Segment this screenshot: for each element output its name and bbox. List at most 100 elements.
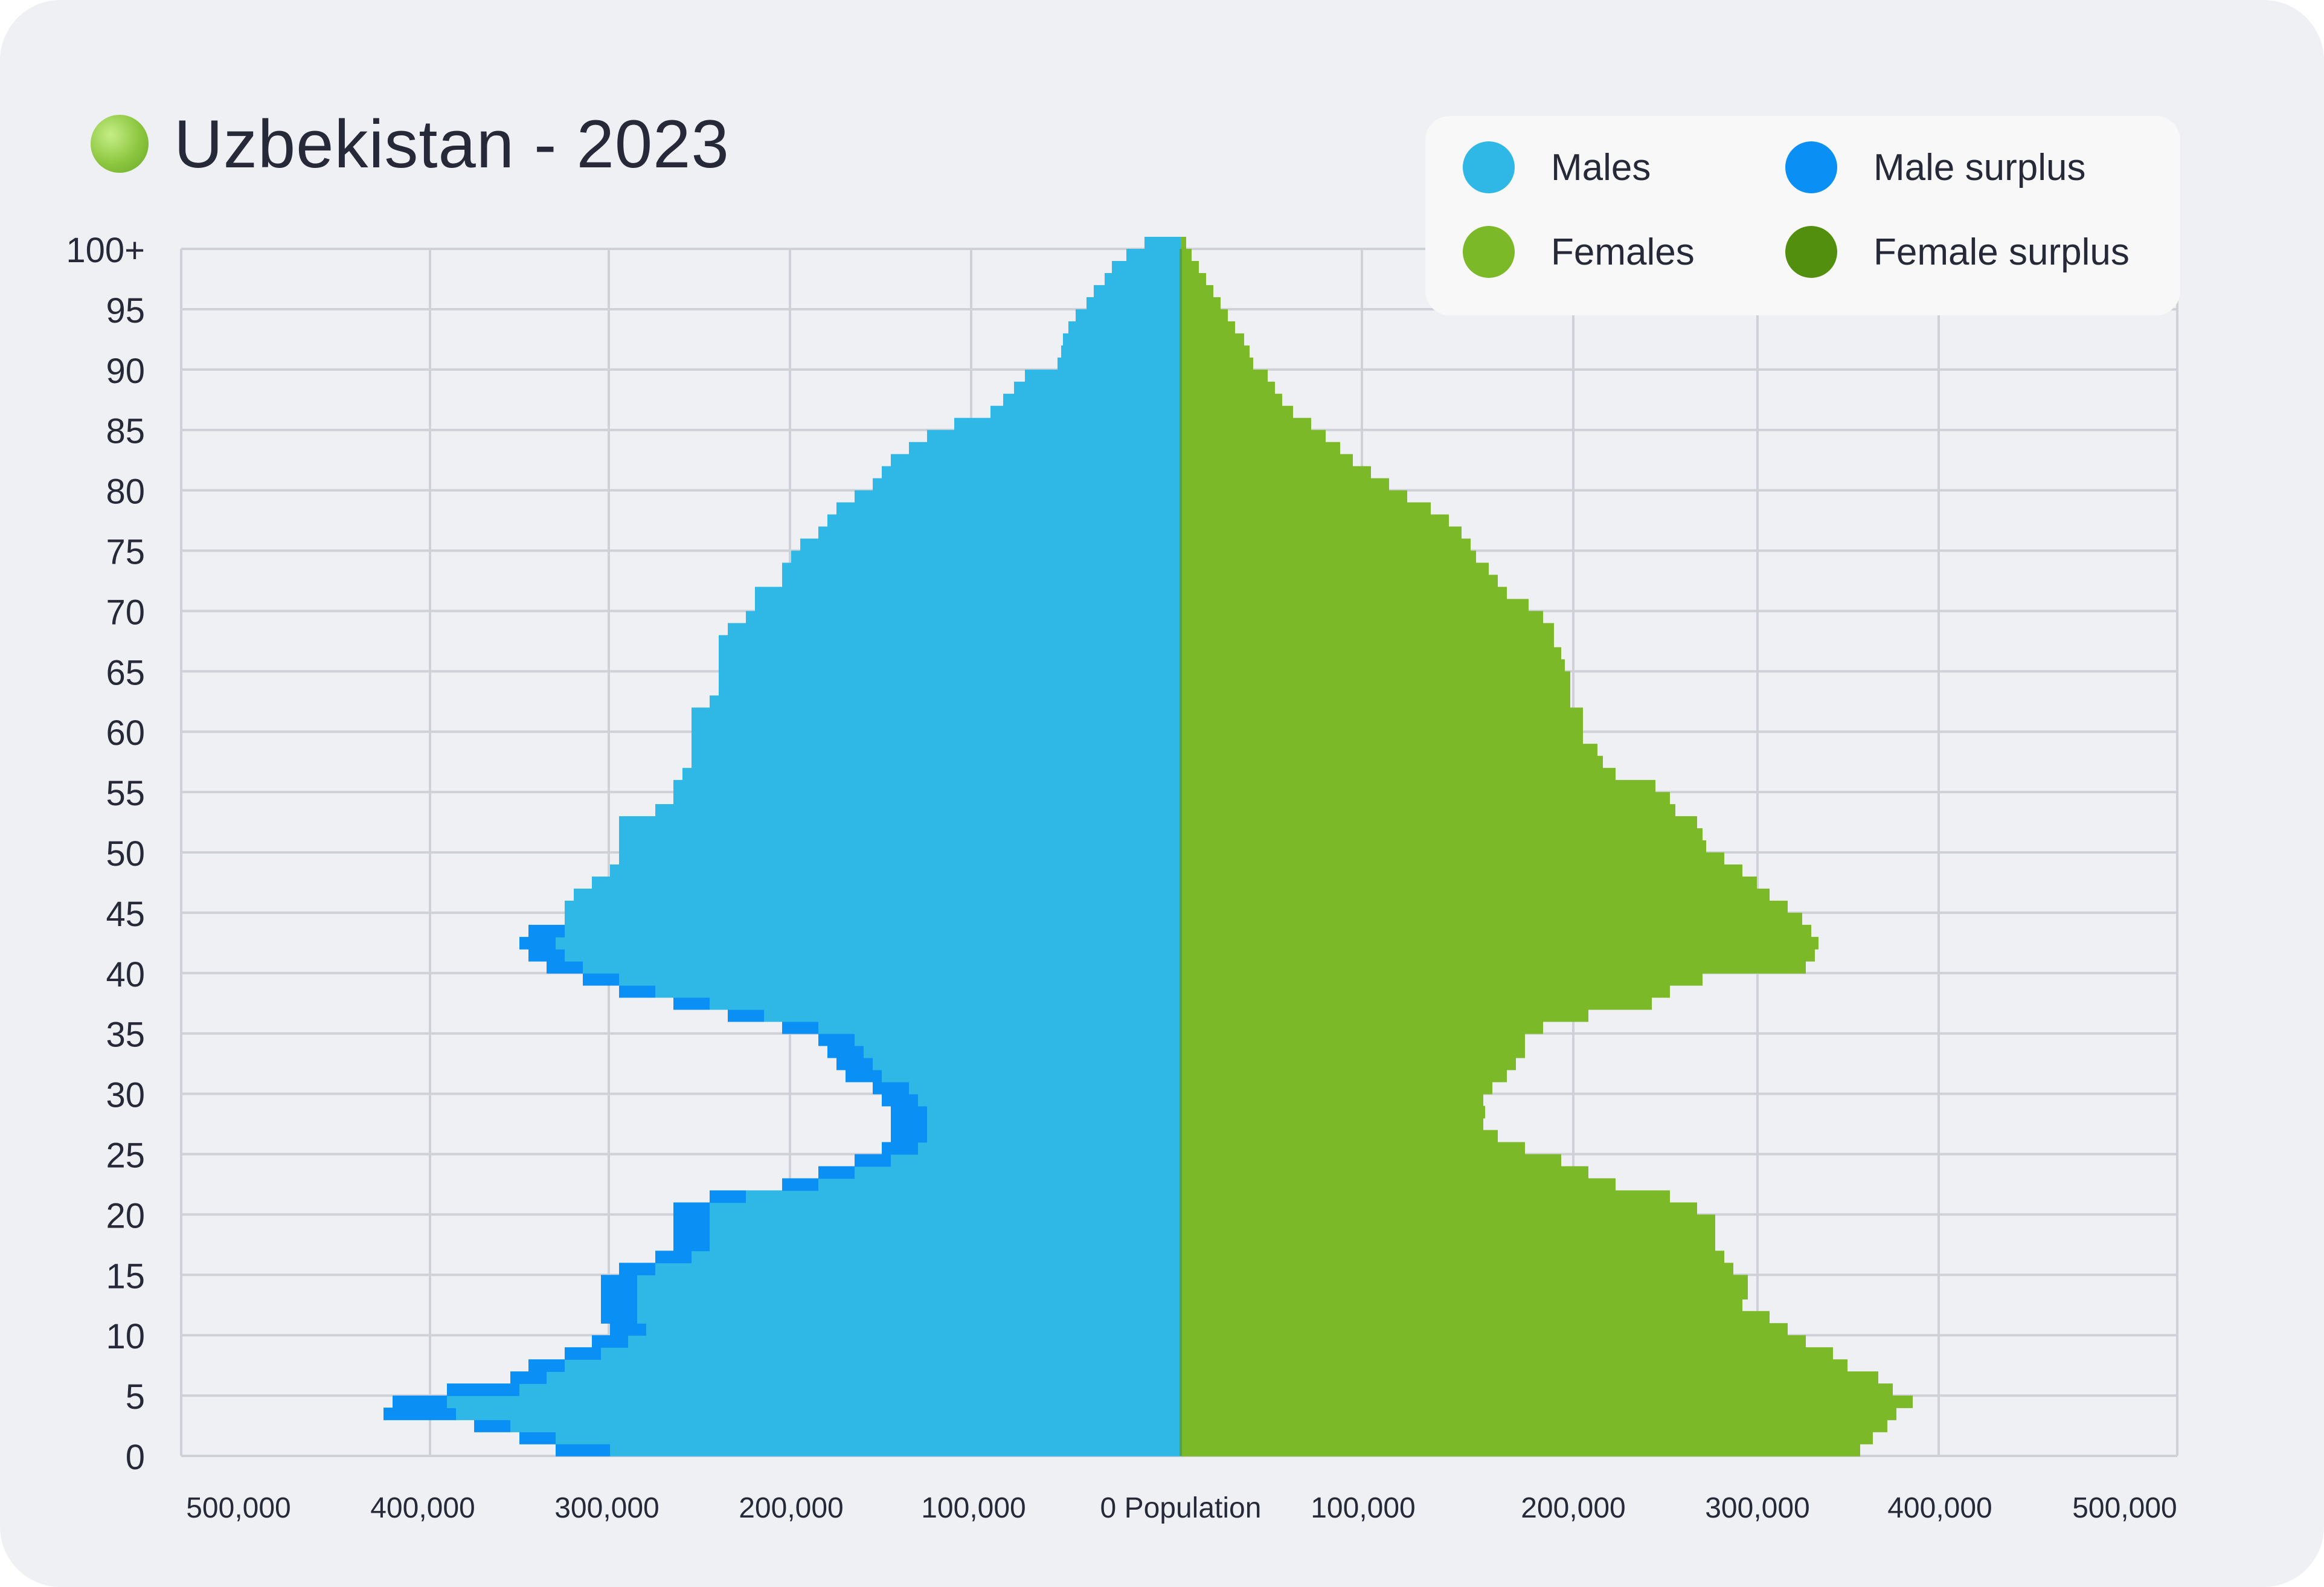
bar-females xyxy=(1181,249,1192,262)
bar-male-surplus xyxy=(601,1275,637,1288)
y-tick-label: 20 xyxy=(106,1196,145,1235)
x-tick-label: 500,000 xyxy=(186,1492,291,1524)
tick-labels: 0 5 10 15 20 25 30 35 40 45 50 55 60 65 70 75 80 85 90 95 10… xyxy=(66,231,2177,1524)
bar-females xyxy=(1181,297,1221,310)
legend-swatch-male-surplus xyxy=(1785,141,1837,193)
bar-males xyxy=(619,816,1181,829)
bar-females xyxy=(1181,780,1655,793)
bar-male-surplus xyxy=(891,1106,927,1119)
bar-males xyxy=(592,876,1181,889)
bar-male-surplus xyxy=(673,1202,710,1215)
bar-males xyxy=(556,1432,1181,1444)
x-tick-label: 400,000 xyxy=(1887,1492,1992,1524)
bar-females xyxy=(1181,635,1554,648)
bar-males xyxy=(637,1275,1181,1288)
bar-male-surplus xyxy=(655,1251,692,1264)
bar-males xyxy=(710,997,1181,1010)
bar-females xyxy=(1181,1021,1543,1034)
bar-females xyxy=(1181,502,1431,515)
bar-females xyxy=(1181,1106,1485,1119)
bar-males xyxy=(791,550,1181,564)
bar-males xyxy=(637,1299,1181,1312)
bar-females xyxy=(1181,1395,1913,1408)
legend-swatch-females xyxy=(1463,226,1515,278)
bar-males xyxy=(556,936,1181,950)
bar-male-surplus xyxy=(519,936,556,950)
bar-male-surplus xyxy=(583,973,619,986)
bar-males xyxy=(1061,345,1181,358)
bar-males xyxy=(447,1395,1181,1408)
bar-females xyxy=(1181,454,1353,467)
bar-males xyxy=(601,1347,1181,1360)
bar-females xyxy=(1181,405,1293,419)
bar-males xyxy=(719,683,1181,697)
bar-male-surplus xyxy=(855,1154,891,1167)
bar-males xyxy=(692,744,1181,756)
bar-females xyxy=(1181,237,1186,249)
title-row: Uzbekistan - 2023 xyxy=(91,101,730,186)
bar-male-surplus xyxy=(528,1359,565,1372)
bar-females xyxy=(1181,1251,1724,1264)
bar-males xyxy=(574,888,1181,901)
x-tick-label: 200,000 xyxy=(739,1492,844,1524)
bar-females xyxy=(1181,587,1507,600)
bar-male-surplus xyxy=(836,1057,873,1070)
bar-male-surplus xyxy=(393,1395,447,1408)
bar-females xyxy=(1181,973,1703,986)
bar-females xyxy=(1181,1166,1588,1179)
bar-males xyxy=(800,538,1181,552)
x-tick-label: 400,000 xyxy=(370,1492,475,1524)
bar-females xyxy=(1181,575,1498,588)
bar-male-surplus xyxy=(673,1238,710,1252)
y-tick-label: 30 xyxy=(106,1076,145,1115)
bar-males xyxy=(610,864,1181,877)
bar-males xyxy=(755,599,1181,612)
y-tick-label: 90 xyxy=(106,352,145,391)
bar-females xyxy=(1181,683,1570,697)
bar-females xyxy=(1181,659,1565,672)
y-tick-label: 0 xyxy=(126,1438,145,1477)
bar-males xyxy=(1144,237,1181,249)
bar-males xyxy=(918,1093,1181,1107)
bar-females xyxy=(1181,490,1407,503)
bar-females xyxy=(1181,792,1670,805)
bar-males xyxy=(710,1214,1181,1228)
bar-males xyxy=(1003,393,1181,407)
bar-male-surplus xyxy=(782,1178,818,1191)
bar-male-surplus xyxy=(619,985,655,998)
bar-males xyxy=(927,430,1181,443)
bar-males xyxy=(728,623,1181,636)
bar-females xyxy=(1181,1190,1670,1203)
bar-males xyxy=(1063,333,1181,346)
bar-females xyxy=(1181,309,1228,322)
bar-males xyxy=(692,1251,1181,1264)
legend-label-male-surplus: Male surplus xyxy=(1873,146,2086,188)
bar-male-surplus xyxy=(592,1335,628,1348)
bar-males xyxy=(619,828,1181,841)
bar-females xyxy=(1181,1323,1788,1336)
bar-males xyxy=(637,1311,1181,1324)
bar-males xyxy=(619,840,1181,853)
bar-male-surplus xyxy=(601,1311,637,1324)
y-tick-label: 100+ xyxy=(66,231,145,270)
y-tick-label: 45 xyxy=(106,895,145,934)
bar-females xyxy=(1181,936,1818,950)
bar-males xyxy=(827,514,1181,527)
bar-male-surplus xyxy=(601,1287,637,1300)
bar-male-surplus xyxy=(818,1166,855,1179)
bar-males xyxy=(692,756,1181,768)
bar-males xyxy=(456,1408,1181,1420)
bar-females xyxy=(1181,1371,1878,1384)
bar-females xyxy=(1181,321,1235,334)
bar-males xyxy=(782,562,1181,576)
bar-males xyxy=(682,768,1181,781)
bar-male-surplus xyxy=(891,1130,927,1143)
bar-females xyxy=(1181,1238,1715,1252)
legend-swatch-males xyxy=(1463,141,1515,193)
bar-males xyxy=(710,1202,1181,1215)
bar-males xyxy=(619,973,1181,986)
bar-males xyxy=(610,1444,1181,1457)
bar-male-surplus xyxy=(601,1299,637,1312)
